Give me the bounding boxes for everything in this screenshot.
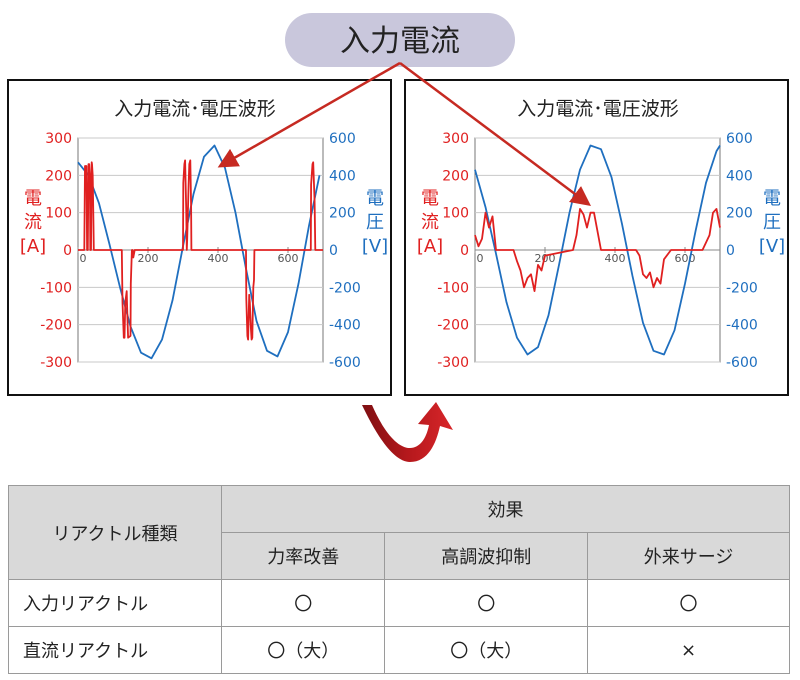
left-axis-title: 流 bbox=[421, 212, 439, 233]
y-left-tick-label: 300 bbox=[45, 131, 72, 147]
table-row: 入力リアクトル 〇 〇 〇 bbox=[8, 579, 790, 627]
x-tick-label: 600 bbox=[278, 252, 299, 265]
current-series-line bbox=[78, 159, 323, 341]
figure-canvas: 入力電流 入力電流･電圧波形 入力電流･電圧波形 300 600 200 400 100… bbox=[7, 13, 789, 462]
x-tick-label: 400 bbox=[208, 252, 229, 265]
y-right-tick-label: 600 bbox=[329, 131, 356, 147]
current-series-line bbox=[474, 207, 721, 293]
y-left-tick-label: 0 bbox=[63, 243, 72, 259]
y-left-tick-label: -100 bbox=[40, 280, 72, 296]
table-cell: 〇（大） bbox=[220, 626, 386, 674]
left-axis-title: 流 bbox=[24, 212, 42, 233]
x-tick-label: 0 bbox=[80, 252, 87, 265]
x-tick-label: 0 bbox=[477, 252, 484, 265]
y-left-tick-label: -200 bbox=[437, 318, 469, 334]
y-left-tick-label: -100 bbox=[437, 280, 469, 296]
y-left-tick-label: 0 bbox=[460, 243, 469, 259]
row-label: 直流リアクトル bbox=[8, 626, 222, 674]
y-left-tick-label: 200 bbox=[442, 168, 469, 184]
y-left-tick-label: -300 bbox=[437, 355, 469, 371]
x-tick-label: 200 bbox=[138, 252, 159, 265]
y-right-tick-label: -400 bbox=[726, 318, 758, 334]
right-axis-title: 電 bbox=[763, 188, 781, 209]
external-surge-header: 外来サージ bbox=[587, 532, 790, 580]
table-cell: 〇（大） bbox=[384, 626, 589, 674]
callout-arrow-left bbox=[217, 61, 401, 168]
table-cell: 〇 bbox=[587, 579, 790, 627]
y-left-tick-label: -200 bbox=[40, 318, 72, 334]
chart-title: 入力電流･電圧波形 bbox=[517, 98, 679, 120]
right-axis-title: [V] bbox=[759, 236, 785, 257]
y-left-tick-label: -300 bbox=[40, 355, 72, 371]
y-left-tick-label: 200 bbox=[45, 168, 72, 184]
reactor-effects-table: リアクトル種類 効果 力率改善 高調波抑制 外来サージ 入力リアクトル 〇 〇 … bbox=[8, 485, 790, 674]
y-right-tick-label: 600 bbox=[726, 131, 753, 147]
harmonic-suppression-header: 高調波抑制 bbox=[384, 532, 589, 580]
y-right-tick-label: 0 bbox=[329, 243, 338, 259]
y-right-tick-label: -600 bbox=[329, 355, 361, 371]
input-current-badge: 入力電流 bbox=[285, 13, 515, 67]
y-left-tick-label: 100 bbox=[442, 206, 469, 222]
chart-title: 入力電流･電圧波形 bbox=[114, 98, 276, 120]
y-left-tick-label: 100 bbox=[45, 206, 72, 222]
voltage-series-line bbox=[474, 144, 721, 356]
y-right-tick-label: -200 bbox=[726, 280, 758, 296]
y-right-tick-label: 400 bbox=[726, 168, 753, 184]
voltage-series-line bbox=[77, 144, 321, 360]
y-left-tick-label: 300 bbox=[442, 131, 469, 147]
transition-arrow bbox=[362, 402, 453, 462]
power-factor-header: 力率改善 bbox=[220, 532, 386, 580]
y-right-tick-label: -400 bbox=[329, 318, 361, 334]
table-cell: 〇 bbox=[384, 579, 589, 627]
left-axis-title: [A] bbox=[417, 236, 443, 257]
left-axis-title: 電 bbox=[24, 188, 42, 209]
y-right-tick-label: -600 bbox=[726, 355, 758, 371]
y-right-tick-label: 400 bbox=[329, 168, 356, 184]
reactor-type-header: リアクトル種類 bbox=[8, 485, 222, 580]
y-right-tick-label: -200 bbox=[329, 280, 361, 296]
y-right-tick-label: 200 bbox=[329, 206, 356, 222]
x-tick-label: 400 bbox=[605, 252, 626, 265]
right-axis-title: 圧 bbox=[366, 212, 384, 233]
right-axis-title: 圧 bbox=[763, 212, 781, 233]
left-axis-title: [A] bbox=[20, 236, 46, 257]
right-axis-title: 電 bbox=[366, 188, 384, 209]
table-cell: 〇 bbox=[220, 579, 386, 627]
table-cell: × bbox=[587, 626, 790, 674]
left-axis-title: 電 bbox=[421, 188, 439, 209]
callout-arrows bbox=[217, 61, 592, 206]
y-right-tick-label: 0 bbox=[726, 243, 735, 259]
right-axis-title: [V] bbox=[362, 236, 388, 257]
callout-arrow-right bbox=[399, 61, 592, 206]
effect-header: 効果 bbox=[221, 485, 790, 533]
badge-label: 入力電流 bbox=[340, 24, 460, 59]
table-row: 直流リアクトル 〇（大） 〇（大） × bbox=[8, 626, 790, 674]
y-right-tick-label: 200 bbox=[726, 206, 753, 222]
x-tick-label: 600 bbox=[675, 252, 696, 265]
row-label: 入力リアクトル bbox=[8, 579, 222, 627]
